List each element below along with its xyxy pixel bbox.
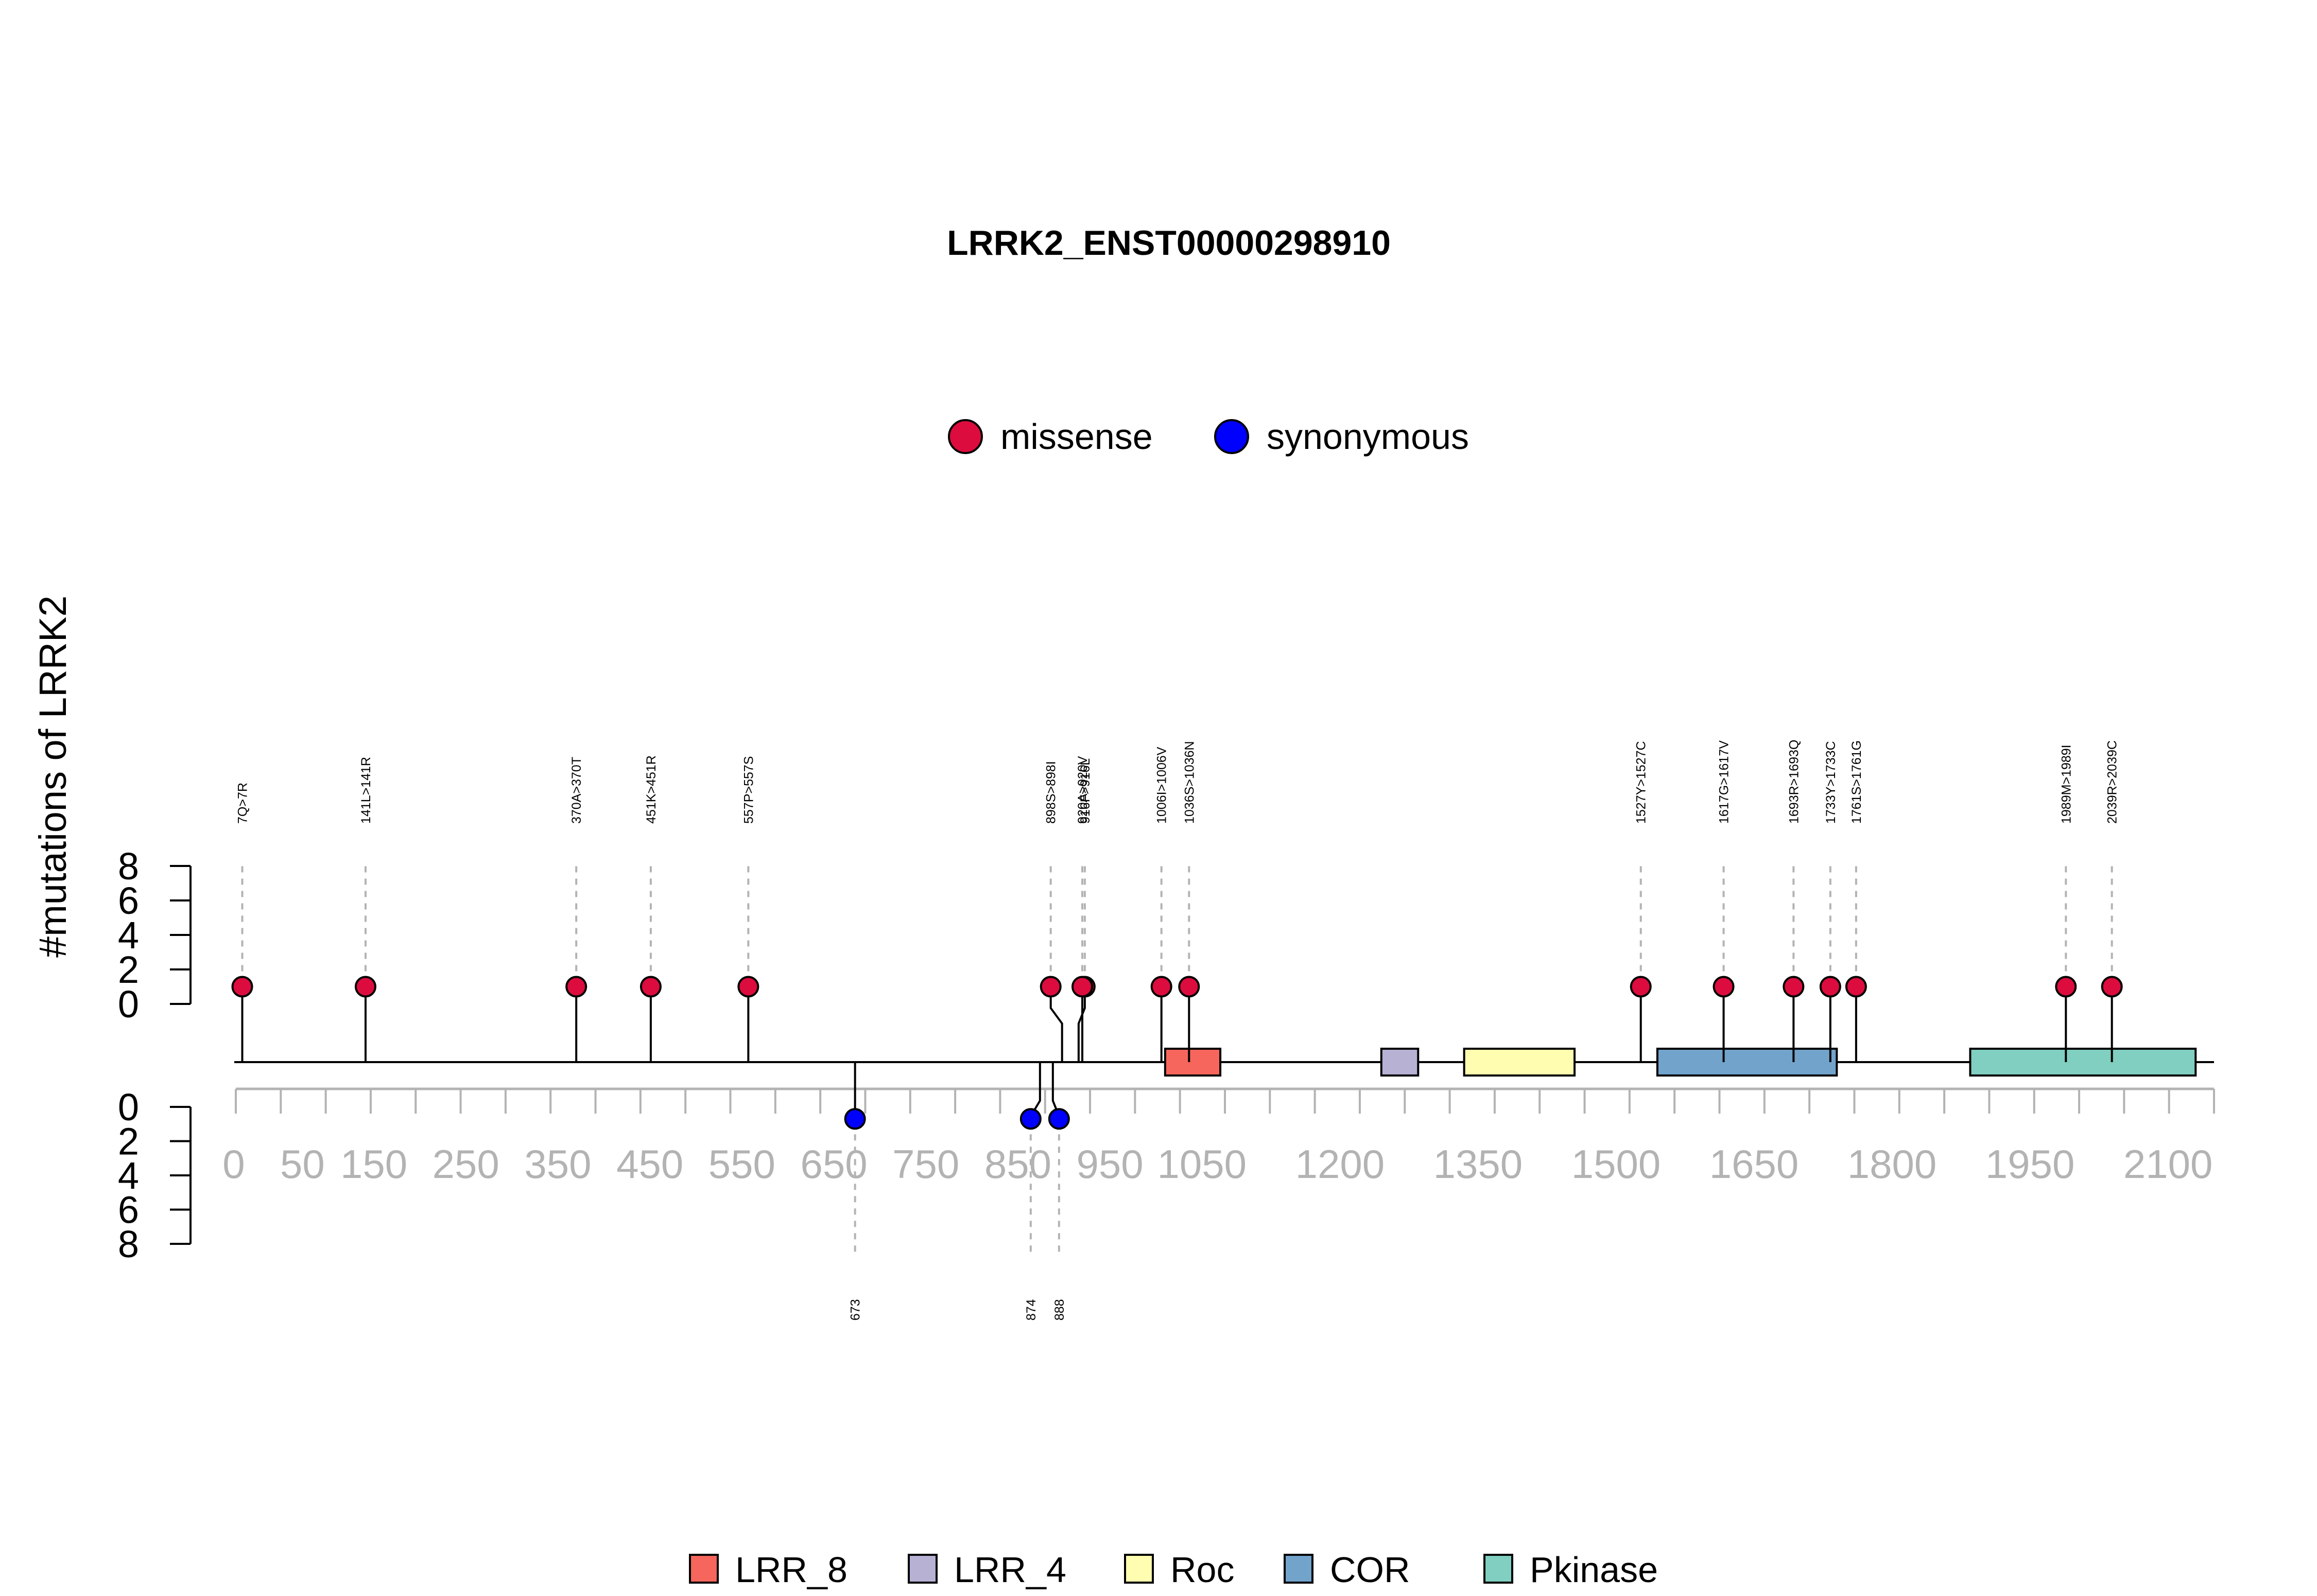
legend-pkinase-swatch: [1483, 1554, 1513, 1584]
synonymous-point: [844, 1108, 866, 1130]
missense-point: [1150, 976, 1172, 998]
synonymous-mutations: 673 874 888: [844, 1062, 1070, 1321]
missense-label: 1617G>1617V: [1717, 740, 1732, 824]
missense-label: 557P>557S: [741, 756, 756, 824]
x-tick-label: 550: [708, 1141, 775, 1187]
domain-lrr_8: [1164, 1048, 1222, 1077]
legend-synonymous-label: synonymous: [1267, 417, 1469, 457]
missense-point: [1713, 976, 1735, 998]
bottom-y-axis-tick-label: 2: [118, 1120, 139, 1163]
missense-label: 1761S>1761G: [1849, 740, 1864, 824]
synonymous-label: 888: [1052, 1299, 1067, 1321]
legend-lrr_4-label: LRR_4: [954, 1550, 1066, 1590]
missense-point: [639, 976, 662, 998]
missense-point: [737, 976, 759, 998]
x-tick-label: 0: [222, 1141, 245, 1187]
legend-cor-swatch: [1284, 1554, 1313, 1584]
legend-cor-label: COR: [1330, 1550, 1410, 1590]
missense-point: [1783, 976, 1805, 998]
x-tick-label: 750: [892, 1141, 959, 1187]
y-axis-label: #mutations of LRRK2: [31, 596, 74, 958]
missense-point: [2101, 976, 2123, 998]
missense-mutations: 7Q>7R 141L>141R 370A>370T 451K>451R 557P>557…: [231, 740, 2123, 1062]
missense-label: 370A>370T: [569, 757, 584, 824]
missense-label: 2039R>2039C: [2105, 740, 2120, 824]
missense-point: [2055, 976, 2077, 998]
top-y-axis-tick-label: 8: [118, 845, 139, 888]
missense-point: [1178, 976, 1200, 998]
domain-roc: [1463, 1048, 1576, 1077]
bottom-y-axis-tick-label: 8: [118, 1223, 139, 1265]
domain-cor: [1656, 1048, 1838, 1077]
top-y-axis-tick-label: 2: [118, 948, 139, 991]
legend-lrr_4-swatch: [908, 1554, 938, 1584]
legend-missense-label: missense: [1000, 417, 1153, 457]
mutation-legend: missense synonymous: [948, 417, 1469, 457]
x-tick-label: 2100: [2123, 1141, 2213, 1187]
missense-point: [1845, 976, 1867, 998]
x-axis: 0 50 150 250 350 450 550 650 750 850 950 1050 1200 13…: [222, 1087, 2215, 1187]
x-tick-label: 1800: [1847, 1141, 1937, 1187]
missense-point: [565, 976, 587, 998]
synonymous-point: [1019, 1108, 1042, 1130]
missense-stem: [1049, 986, 1063, 1062]
missense-label: 1006I>1006V: [1155, 747, 1169, 824]
legend-lrr_8-label: LRR_8: [735, 1550, 848, 1590]
missense-label: 920A>920V: [1076, 756, 1090, 824]
missense-label: 1989M>1989I: [2059, 744, 2073, 824]
missense-point: [1630, 976, 1652, 998]
top-y-axis-tick-label: 4: [118, 914, 139, 957]
missense-label: 1036S>1036N: [1182, 741, 1197, 824]
missense-label: 1733Y>1733C: [1824, 741, 1838, 824]
x-tick-label: 1950: [1985, 1141, 2075, 1187]
missense-label: 898S>898I: [1044, 761, 1059, 824]
missense-label: 141L>141R: [359, 757, 373, 824]
legend-lrr_8-swatch: [689, 1554, 719, 1584]
bottom-y-axis-tick-label: 6: [118, 1189, 139, 1231]
x-tick-label: 150: [340, 1141, 407, 1187]
x-tick-label: 850: [984, 1141, 1051, 1187]
x-tick-label: 1050: [1157, 1141, 1247, 1187]
top-y-axis-tick-label: 6: [118, 879, 139, 922]
chart-title: LRRK2_ENST00000298910: [947, 223, 1391, 263]
missense-point: [354, 976, 376, 998]
x-tick-label: 250: [433, 1141, 499, 1187]
missense-point: [231, 976, 253, 998]
missense-point: [1071, 976, 1094, 998]
legend-pkinase-label: Pkinase: [1530, 1550, 1658, 1590]
missense-label: 1693R>1693Q: [1787, 740, 1801, 824]
legend-roc-label: Roc: [1170, 1550, 1234, 1590]
x-tick-label: 1500: [1571, 1141, 1661, 1187]
x-tick-label: 350: [524, 1141, 591, 1187]
domain-lrr_4: [1380, 1048, 1420, 1077]
legend-missense-marker: [948, 419, 983, 454]
x-tick-label: 1350: [1433, 1141, 1523, 1187]
missense-label: 451K>451R: [644, 755, 659, 824]
bottom-y-axis-tick-label: 0: [118, 1086, 139, 1129]
x-tick-label: 950: [1077, 1141, 1144, 1187]
x-tick-label: 1200: [1295, 1141, 1385, 1187]
missense-label: 916F>916L: [1078, 758, 1093, 824]
legend-roc-swatch: [1124, 1554, 1154, 1584]
domain-pkinase: [1969, 1048, 2197, 1077]
missense-point: [1040, 976, 1062, 998]
domain-legend: LRR_8 LRR_4 Roc COR Pkinase: [689, 1550, 1658, 1590]
synonymous-point: [1048, 1108, 1070, 1130]
x-tick-label: 50: [280, 1141, 325, 1187]
synonymous-label: 673: [849, 1299, 863, 1321]
legend-synonymous-marker: [1214, 419, 1249, 454]
x-tick-label: 450: [616, 1141, 683, 1187]
x-tick-label: 1650: [1709, 1141, 1799, 1187]
protein-domains: [1164, 1048, 2197, 1077]
x-tick-label: 650: [800, 1141, 867, 1187]
missense-label: 7Q>7R: [236, 783, 250, 824]
synonymous-label: 874: [1024, 1299, 1039, 1321]
top-y-axis-tick-label: 0: [118, 983, 139, 1026]
missense-label: 1527Y>1527C: [1634, 741, 1649, 824]
bottom-y-axis-tick-label: 4: [118, 1154, 139, 1197]
missense-point: [1819, 976, 1841, 998]
